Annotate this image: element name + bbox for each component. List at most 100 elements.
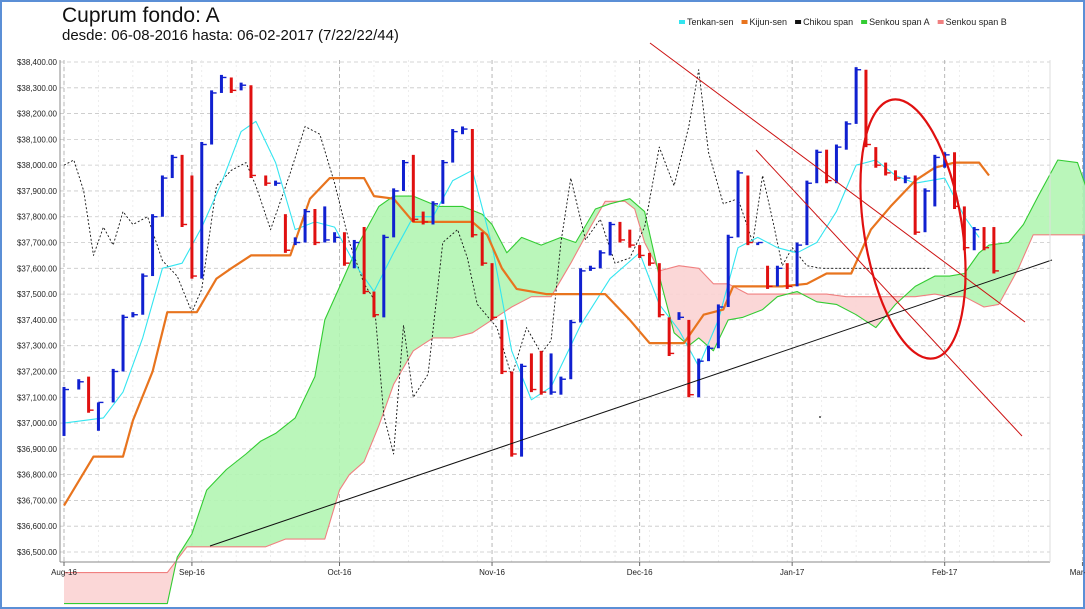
y-tick-label: $38,400.00 — [17, 58, 58, 67]
price-bar-up — [352, 239, 360, 269]
price-bar-down — [746, 175, 753, 246]
price-bar-up — [579, 268, 586, 323]
price-bar-up — [303, 209, 311, 243]
legend-label: Tenkan-sen — [687, 17, 734, 27]
support-trendline — [209, 259, 1053, 547]
price-bar-down — [264, 175, 271, 186]
x-tick-label: Jan-17 — [780, 568, 805, 577]
price-bar-up — [382, 234, 389, 318]
price-bar-down — [372, 291, 379, 318]
price-bar-up — [131, 312, 138, 318]
price-bar-up — [815, 149, 822, 184]
y-tick-label: $37,100.00 — [17, 393, 58, 402]
price-bar-up — [200, 141, 207, 279]
cloud-bullish-area — [619, 198, 657, 267]
legend: Tenkan-sen Kijun-sen Chikou span Senkou spa… — [679, 17, 1007, 27]
legend-swatch — [861, 20, 868, 24]
price-bar-up — [844, 121, 852, 150]
legend-item: Senkou span B — [937, 17, 1007, 27]
price-bar-up — [520, 363, 527, 457]
price-bar-down — [982, 227, 990, 251]
legend-item: Kijun-sen — [741, 17, 788, 27]
legend-item: Tenkan-sen — [679, 17, 734, 27]
legend-label: Kijun-sen — [750, 17, 788, 27]
x-tick-label: Oct-16 — [328, 568, 353, 577]
price-bar-down — [490, 263, 498, 320]
price-bar-down — [618, 221, 625, 243]
price-bar-up — [293, 237, 301, 246]
stray-dot — [819, 416, 821, 418]
price-bar-up — [96, 401, 104, 431]
price-bar-up — [401, 160, 409, 191]
y-tick-label: $36,600.00 — [17, 522, 58, 531]
chart-subtitle: desde: 06-08-2016 hasta: 06-02-2017 (7/2… — [62, 27, 399, 44]
price-bar-down — [190, 175, 197, 279]
y-tick-label: $38,100.00 — [17, 135, 58, 144]
y-tick-label: $37,700.00 — [17, 239, 58, 248]
y-tick-label: $36,500.00 — [17, 548, 58, 557]
price-bar-down — [87, 376, 94, 413]
price-bar-down — [283, 214, 291, 253]
price-bar-up — [716, 304, 724, 349]
price-bar-up — [160, 175, 168, 217]
kijun-line — [63, 161, 990, 507]
legend-item: Senkou span A — [861, 17, 930, 27]
y-tick-label: $37,500.00 — [17, 290, 58, 299]
price-bar-up — [972, 227, 980, 251]
price-bar-down — [657, 263, 665, 318]
legend-swatch — [741, 20, 748, 24]
y-tick-label: $36,700.00 — [17, 496, 58, 505]
y-tick-label: $38,200.00 — [17, 110, 58, 119]
price-bar-up — [392, 188, 399, 238]
price-bar-up — [333, 232, 340, 243]
tenkan-line — [63, 120, 980, 424]
price-bar-up — [559, 376, 566, 395]
price-bar-up — [795, 242, 803, 287]
y-tick-label: $37,400.00 — [17, 316, 58, 325]
y-tick-label: $37,600.00 — [17, 264, 58, 273]
price-bar-up — [933, 154, 940, 207]
cloud-bearish-area — [64, 561, 176, 604]
price-bar-down — [421, 211, 429, 225]
price-bar-up — [239, 82, 247, 91]
price-bar-up — [274, 180, 281, 186]
price-bar-down — [500, 319, 507, 375]
price-bar-down — [913, 175, 921, 235]
y-tick-label: $37,000.00 — [17, 419, 58, 428]
ichimoku-cloud — [64, 160, 1085, 604]
annotations — [209, 42, 1053, 547]
price-bar-up — [151, 214, 158, 277]
price-bar-down — [992, 227, 999, 274]
price-bar-down — [893, 170, 901, 181]
price-bar-down — [884, 162, 891, 176]
price-bar-down — [313, 209, 320, 246]
legend-label: Chikou span — [803, 17, 853, 27]
y-tick-label: $38,300.00 — [17, 84, 58, 93]
cloud-bullish-area — [176, 196, 602, 563]
axes: $36,500.00 $36,600.00 $36,700.00 $36,800.00… — [17, 58, 1085, 577]
price-bar-up — [121, 314, 129, 372]
price-bar-up — [923, 188, 930, 233]
highlight-circle — [859, 98, 967, 360]
price-bar-down — [249, 85, 256, 179]
price-bar-down — [470, 129, 478, 238]
x-tick-label: Aug-16 — [51, 568, 77, 577]
price-bar-up — [903, 175, 911, 184]
lower-trendline — [755, 149, 1023, 437]
price-bar-down — [628, 229, 635, 248]
price-bars — [62, 67, 999, 457]
price-bar-up — [62, 386, 69, 436]
price-bar-down — [229, 77, 237, 93]
chikou-line — [63, 69, 930, 455]
price-bar-down — [638, 245, 645, 258]
price-bar-down — [766, 265, 773, 289]
indicator-lines — [63, 69, 1085, 605]
cloud-bearish-area — [802, 294, 903, 328]
x-tick-label: Mar-17 — [1070, 568, 1085, 577]
price-bar-up — [598, 250, 606, 269]
price-bar-up — [431, 201, 438, 225]
price-bar-up — [736, 170, 744, 238]
price-bar-up — [834, 144, 842, 184]
price-bar-up — [549, 353, 557, 395]
price-bar-down — [539, 350, 547, 395]
